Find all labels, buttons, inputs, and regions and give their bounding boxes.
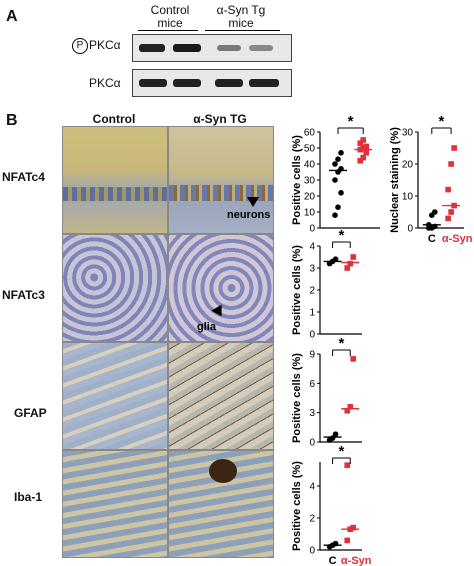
y-axis-label: Positive cells (%): [291, 461, 303, 551]
y-tick-label: 4: [309, 482, 315, 493]
data-point-syn: [350, 254, 357, 260]
significance-star: *: [348, 113, 354, 130]
data-point-control: [338, 190, 344, 196]
blot-col-control-line: [138, 30, 198, 31]
x-label-control: C: [428, 233, 436, 245]
y-tick-label: 6: [309, 379, 315, 390]
data-point-syn: [360, 145, 366, 151]
row-label-nfatc3: NFATc3: [2, 288, 45, 302]
annotation-glia: glia: [197, 321, 216, 333]
data-point-syn: [451, 145, 457, 151]
y-tick-label: 0: [309, 224, 315, 235]
data-point-syn: [344, 537, 351, 544]
micrograph-nfatc4-syn: neurons: [168, 126, 274, 234]
data-point-syn: [363, 143, 369, 150]
data-point-syn: [344, 462, 351, 468]
data-point-syn: [347, 404, 354, 410]
y-tick-label: 40: [304, 160, 316, 171]
y-tick-label: 0: [309, 330, 315, 341]
row-label-nfatc4: NFATc4: [2, 170, 45, 184]
annotation-neurons: neurons: [227, 209, 271, 221]
blot-row-label-total: PKCα: [89, 76, 121, 90]
y-tick-label: 0: [407, 224, 413, 235]
micrograph-nfatc4-control: [62, 126, 168, 234]
y-tick-label: 2: [309, 514, 315, 525]
data-point-syn: [357, 140, 363, 146]
x-label-syn: α-Syn: [341, 555, 372, 566]
y-tick-label: 3: [309, 264, 315, 275]
blot-row-label-p: PKCα: [89, 38, 121, 52]
y-tick-label: 50: [304, 144, 316, 155]
arrowhead-neurons: [247, 197, 259, 207]
micrograph-iba1-syn: [168, 450, 274, 558]
y-axis-label: Nuclear staining (%): [389, 127, 401, 233]
blot-col-syn-line: [205, 30, 280, 31]
x-label-syn: α-Syn: [442, 233, 473, 245]
significance-star: *: [338, 227, 344, 244]
blot-p-pkc: [132, 34, 292, 62]
y-tick-label: 20: [402, 160, 414, 171]
y-tick-label: 4: [309, 242, 315, 253]
y-tick-label: 3: [309, 408, 315, 419]
blot-col-control: Control mice: [150, 3, 190, 30]
data-point-syn: [357, 158, 363, 164]
data-point-control: [332, 177, 338, 183]
data-point-control: [338, 150, 344, 156]
panel-a-letter: A: [6, 8, 18, 25]
data-point-control: [432, 209, 438, 215]
data-point-syn: [445, 215, 451, 222]
y-axis-label: Positive cells (%): [291, 245, 303, 335]
data-point-syn: [445, 186, 451, 193]
data-point-control: [335, 204, 341, 210]
blot-col-syn: α-Syn Tg mice: [216, 3, 266, 30]
y-tick-label: 10: [304, 208, 316, 219]
data-point-control: [332, 256, 339, 263]
blot-total-pkc: [132, 69, 292, 97]
y-tick-label: 30: [304, 176, 316, 187]
y-tick-label: 2: [309, 286, 315, 297]
y-tick-label: 0: [309, 546, 315, 557]
y-tick-label: 60: [304, 128, 316, 139]
data-point-control: [332, 431, 339, 437]
significance-star: *: [338, 335, 344, 352]
y-tick-label: 20: [304, 192, 316, 203]
data-point-control: [332, 212, 338, 218]
y-tick-label: 9: [309, 350, 315, 361]
significance-star: *: [338, 443, 344, 460]
data-point-syn: [344, 265, 351, 271]
row-label-iba1: Iba-1: [14, 490, 43, 504]
col-head-control: Control: [92, 112, 136, 126]
data-point-control: [332, 161, 338, 167]
significance-star: *: [439, 113, 445, 130]
micrograph-iba1-control: [62, 450, 168, 558]
panel-b-letter: B: [6, 112, 18, 129]
data-point-syn: [350, 356, 357, 362]
data-point-syn: [448, 161, 454, 167]
data-point-syn: [350, 524, 357, 531]
row-label-gfap: GFAP: [14, 406, 47, 420]
y-tick-label: 10: [402, 192, 414, 203]
col-head-syn: α-Syn TG: [193, 112, 247, 126]
data-point-syn: [344, 407, 351, 414]
micrograph-nfatc3-syn: glia: [168, 234, 274, 342]
data-point-syn: [363, 150, 369, 156]
data-point-syn: [360, 137, 366, 143]
y-axis-label: Positive cells (%): [291, 353, 303, 443]
x-label-control: C: [329, 555, 337, 566]
y-tick-label: 30: [402, 128, 414, 139]
data-point-syn: [347, 260, 354, 267]
micrograph-gfap-syn: [168, 342, 274, 450]
data-point-control: [335, 156, 341, 162]
micrograph-gfap-control: [62, 342, 168, 450]
y-tick-label: 0: [309, 438, 315, 449]
data-point-syn: [448, 209, 454, 215]
micrograph-nfatc3-control: [62, 234, 168, 342]
phospho-symbol: P: [72, 38, 88, 54]
data-point-syn: [360, 154, 366, 161]
y-tick-label: 1: [309, 308, 315, 319]
y-axis-label: Positive cells (%): [291, 135, 303, 225]
